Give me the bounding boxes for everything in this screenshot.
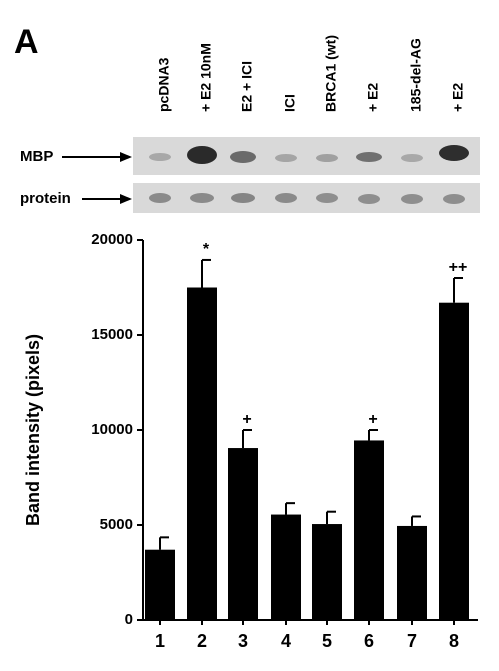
x-tick-label: 1 [155,631,165,651]
blot-band [275,193,297,203]
bar [271,514,301,620]
y-tick-label: 5000 [100,516,133,533]
bar [439,302,469,620]
blot-band [401,194,423,204]
y-tick-label: 10000 [91,421,133,438]
annotation: + [242,411,251,428]
x-tick-label: 5 [322,631,332,651]
annotation: + [368,411,377,428]
blot-band [316,154,338,162]
annotation: ++ [449,259,468,276]
bar [397,525,427,620]
lane-label: + E2 [365,83,381,112]
x-tick-label: 3 [238,631,248,651]
bar [187,287,217,620]
x-tick-label: 7 [407,631,417,651]
blot-strip [133,183,480,213]
blot-band [149,153,171,161]
blot-band [316,193,338,203]
y-tick-label: 15000 [91,326,133,343]
blot-protein [133,183,480,213]
y-tick-label: 0 [125,611,133,628]
blot-band [439,145,469,161]
blot-band [190,193,214,203]
lane-label: + E2 10nM [198,43,214,112]
y-tick-label: 20000 [91,231,133,248]
arrowhead [120,194,132,204]
bar [145,549,175,620]
blot-band [443,194,465,204]
bar [228,448,258,620]
blot-band [275,154,297,162]
blot-mbp [133,137,480,175]
blot-band [230,151,256,163]
lane-label: pcDNA3 [156,57,172,112]
panel-label: A [14,23,39,61]
bar [354,440,384,620]
annotation: * [203,241,210,258]
x-tick-label: 6 [364,631,374,651]
blot-label: protein [20,190,71,207]
arrowhead [120,152,132,162]
blot-strip [133,137,480,175]
lane-label: BRCA1 (wt) [323,35,339,112]
lane-label: 185-del-AG [408,38,424,112]
blot-band [187,146,217,164]
blot-band [358,194,380,204]
blot-band [356,152,382,162]
lane-label: E2 + ICI [239,61,255,112]
lane-label: + E2 [450,83,466,112]
blot-band [149,193,171,203]
y-axis-label: Band intensity (pixels) [23,334,43,526]
blot-band [231,193,255,203]
bar [312,524,342,620]
x-tick-label: 8 [449,631,459,651]
lane-label: ICI [282,94,298,112]
blot-label: MBP [20,148,53,165]
x-tick-label: 2 [197,631,207,651]
blot-band [401,154,423,162]
x-tick-label: 4 [281,631,291,651]
